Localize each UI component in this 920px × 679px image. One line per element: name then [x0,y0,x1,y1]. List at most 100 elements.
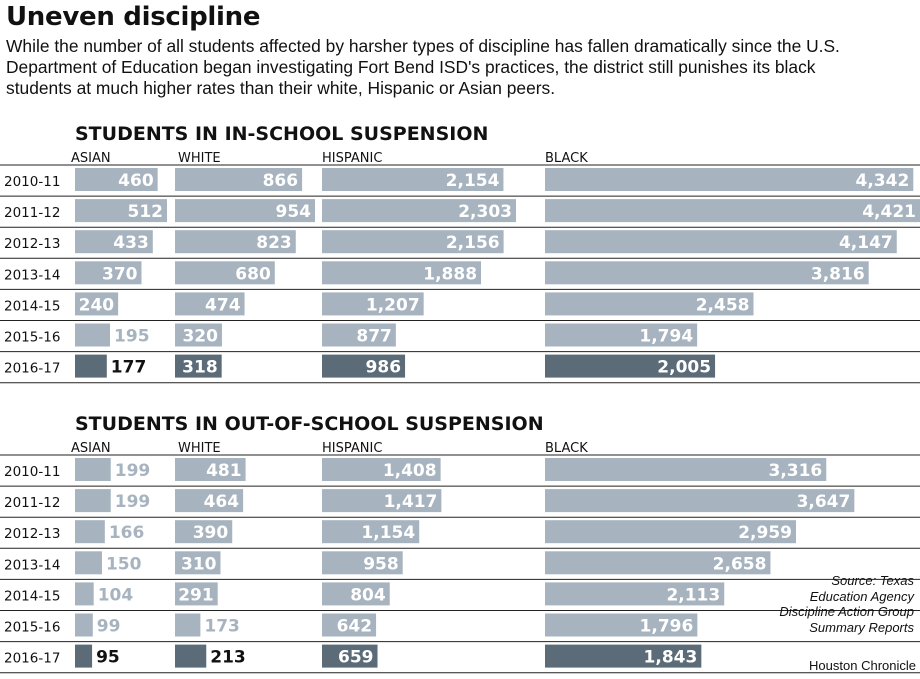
bar-asian-2016-17 [75,354,107,378]
bar-white-2013-14 [175,261,275,285]
value-label: 460 [118,171,154,191]
headline: Uneven discipline [6,2,261,32]
value-label: 199 [115,461,151,481]
credit-line: Houston Chronicle [809,658,916,673]
value-label: 2,658 [713,554,767,574]
value-label: 99 [97,617,121,637]
value-label: 4,421 [862,202,916,222]
bar-white-2011-12 [175,489,244,513]
value-label: 1,796 [640,617,694,637]
value-label: 2,303 [458,202,512,222]
bar-hispanic-2012-13 [322,520,420,544]
bar-asian-2016-17 [75,644,93,668]
bar-hispanic-2015-16 [322,323,396,347]
row-label: 2011-12 [4,495,60,511]
bar-white-2015-16 [175,323,222,347]
row-label: 2010-11 [4,464,60,480]
value-label: 150 [106,554,142,574]
value-label: 173 [204,617,240,637]
bar-white-2016-17 [175,354,222,378]
value-label: 877 [356,327,392,347]
bar-white-2014-15 [175,582,218,606]
row-label: 2010-11 [4,174,60,190]
value-label: 310 [181,554,217,574]
value-label: 1,154 [361,523,415,543]
row-label: 2012-13 [4,236,60,252]
bar-black-2011-12 [545,199,920,223]
row-label: 2012-13 [4,526,60,542]
column-header-hispanic: HISPANIC [322,151,382,166]
bar-asian-2010-11 [75,458,111,481]
value-label: 2,113 [666,585,720,605]
bar-white-2013-14 [175,551,221,575]
value-label: 370 [102,264,138,284]
value-label: 195 [114,327,150,347]
bar-hispanic-2015-16 [322,613,377,637]
bar-asian-2010-11 [75,168,158,191]
bar-hispanic-2016-17 [322,354,406,378]
value-label: 240 [79,295,115,315]
value-label: 823 [256,233,292,253]
bar-hispanic-2012-13 [322,230,504,254]
value-label: 474 [205,295,241,315]
bar-hispanic-2011-12 [322,489,442,513]
bar-black-2010-11 [545,168,914,191]
row-label: 2014-15 [4,588,60,604]
value-label: 1,888 [423,264,477,284]
value-label: 2,005 [657,358,711,378]
value-label: 390 [193,523,229,543]
value-label: 104 [98,585,134,605]
bar-asian-2012-13 [75,230,153,254]
value-label: 659 [338,648,374,668]
column-header-black: BLACK [545,441,588,456]
value-label: 177 [111,358,147,378]
bar-black-2012-13 [545,230,897,254]
value-label: 1,408 [383,461,437,481]
row-label: 2014-15 [4,298,60,314]
value-label: 954 [276,202,312,222]
bar-black-2015-16 [545,323,698,347]
value-label: 213 [210,648,246,668]
bar-hispanic-2013-14 [322,551,403,575]
value-label: 166 [109,523,145,543]
bar-white-2011-12 [175,199,315,223]
column-header-hispanic: HISPANIC [322,441,382,456]
bar-white-2016-17 [175,644,207,668]
bar-hispanic-2014-15 [322,582,390,606]
bar-black-2013-14 [545,261,869,285]
column-header-asian: ASIAN [71,441,111,456]
value-label: 320 [182,327,218,347]
bar-black-2013-14 [545,551,771,575]
bar-asian-2014-15 [75,582,94,606]
value-label: 986 [366,358,402,378]
value-label: 2,959 [738,523,792,543]
value-label: 2,154 [446,171,500,191]
value-label: 199 [115,492,151,512]
value-label: 958 [363,554,399,574]
value-label: 680 [235,264,271,284]
row-label: 2016-17 [4,361,60,377]
bar-black-2011-12 [545,489,855,513]
value-label: 642 [337,617,373,637]
value-label: 4,342 [856,171,910,191]
value-label: 433 [113,233,149,253]
bar-hispanic-2011-12 [322,199,516,223]
value-label: 464 [204,492,240,512]
column-header-white: WHITE [178,151,221,166]
row-label: 2015-16 [4,620,60,636]
value-label: 2,156 [446,233,500,253]
value-label: 1,843 [644,648,698,668]
bar-hispanic-2013-14 [322,261,482,285]
value-label: 481 [206,461,242,481]
value-label: 1,207 [366,295,420,315]
column-header-black: BLACK [545,151,588,166]
value-label: 512 [128,202,164,222]
bar-white-2012-13 [175,230,296,254]
value-label: 3,316 [768,461,822,481]
value-label: 4,147 [839,233,893,253]
bar-white-2010-11 [175,168,303,191]
bar-black-2016-17 [545,644,702,668]
value-label: 1,417 [384,492,438,512]
bar-black-2014-15 [545,582,725,606]
